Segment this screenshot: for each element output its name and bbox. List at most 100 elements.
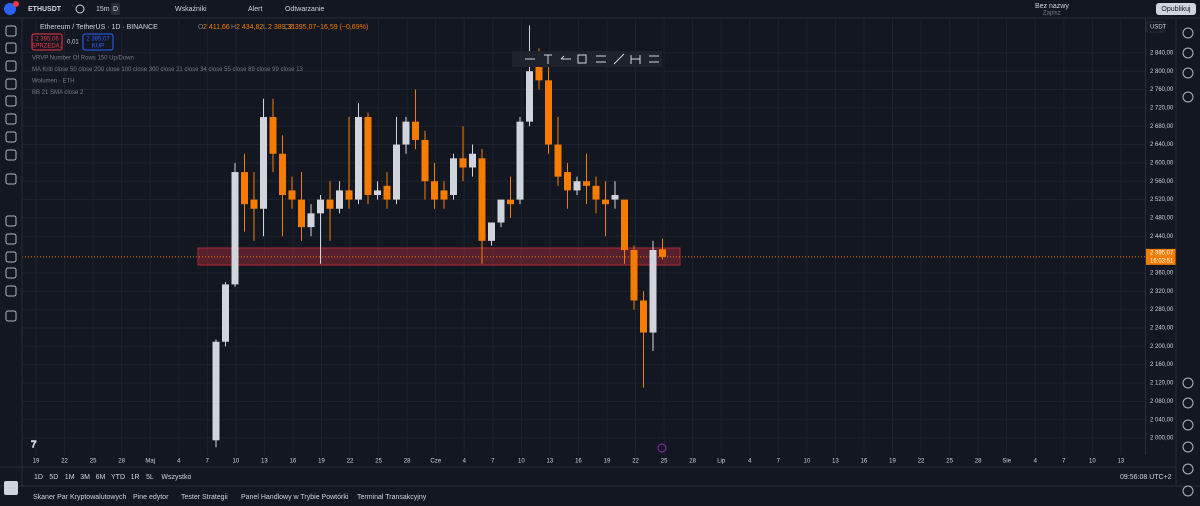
x-tick-label: 4 [463,459,467,465]
bottom-tab[interactable]: Terminal Transakcyjny [357,494,427,501]
tool-icon[interactable] [5,131,17,143]
style-bg [111,3,120,15]
x-tick-label: 25 [946,459,953,465]
tool-icon[interactable] [577,54,587,64]
y-tick-label: 2 840,00 [1150,50,1174,56]
tool-icon[interactable] [5,60,17,72]
candle-body [288,190,296,200]
chart-style[interactable]: D [113,6,118,13]
publish-btn[interactable]: Opublikuj [1161,6,1191,13]
currency[interactable]: USDT [1150,25,1167,31]
candle-body [326,199,334,209]
candle-body [526,71,533,122]
tool-icon[interactable] [5,251,17,263]
tool-icon[interactable] [5,267,17,279]
tool-icon[interactable] [5,310,17,322]
o-value: 2 411,66 [203,24,230,31]
indicator[interactable]: BB 21 SMA close 2 [32,90,84,96]
range-btn[interactable]: YTD [111,474,125,481]
tool-icon[interactable] [613,53,625,65]
x-tick-label: 28 [975,459,982,465]
save-btn[interactable]: Zapisz [1043,11,1061,17]
tool-icon[interactable] [1182,377,1194,389]
price-axis [1145,18,1146,455]
add-symbol[interactable] [75,4,85,14]
tool-icon[interactable] [5,113,17,125]
avatar[interactable] [4,3,16,15]
tool-icon[interactable] [1182,463,1194,475]
tool-icon[interactable] [5,95,17,107]
layout-name[interactable]: Bez nazwy [1035,3,1069,10]
indicators-btn[interactable]: Wskaźniki [175,6,207,13]
tool-icon[interactable] [5,173,17,185]
event-icon[interactable] [657,443,667,453]
tool-icon[interactable] [544,54,552,64]
sell-box[interactable] [31,33,63,51]
tv-logo[interactable]: 𝟕 [31,440,37,451]
tool-icon[interactable] [560,55,571,60]
currency-box[interactable] [1146,21,1165,33]
tool-icon[interactable] [5,149,17,161]
tool-icon[interactable] [630,55,641,64]
buy-label: KUP [92,44,104,50]
tool-icon[interactable] [1182,47,1194,59]
candle-body [374,190,381,196]
x-tick-label: 19 [889,459,896,465]
tool-icon[interactable] [1182,485,1194,497]
tool-icon[interactable] [1182,67,1194,79]
bottom-tab[interactable]: Pine edytor [133,494,169,501]
indicator[interactable]: MA Kriti close 50 close 200 close 100 cl… [32,67,303,73]
x-tick-label: 7 [491,459,495,465]
range-btn[interactable]: 1M [65,474,75,481]
y-tick-label: 2 680,00 [1150,124,1174,130]
y-tick-label: 2 120,00 [1150,381,1174,387]
range-btn[interactable]: 1D [34,474,43,481]
tool-icon[interactable] [5,78,17,90]
tool-icon[interactable] [5,42,17,54]
range-btn[interactable]: Wszystko [161,474,191,481]
range-btn[interactable]: 6M [96,474,106,481]
interval[interactable]: 15m [96,6,110,13]
bottom-tab[interactable]: Skaner Par Kryptowalutowych [33,494,126,501]
candle-body [383,185,391,200]
indicator[interactable]: VRVP Number Of Rows 150 Up/Down [32,56,134,62]
menu-btn[interactable] [4,481,18,495]
y-tick-label: 2 440,00 [1150,234,1174,240]
candle-body [317,199,324,214]
tool-icon[interactable] [1182,419,1194,431]
alert-btn[interactable]: Alert [248,6,262,13]
range-btn[interactable]: 1R [131,474,140,481]
tool-icon[interactable] [1182,441,1194,453]
tool-icon[interactable] [649,55,659,63]
y-tick-label: 2 640,00 [1150,142,1174,148]
symbol[interactable]: ETHUSDT [28,6,62,13]
x-tick-label: 4 [1034,459,1038,465]
tool-icon[interactable] [5,215,17,227]
range-btn[interactable]: 5D [49,474,58,481]
x-tick-label: 22 [61,459,68,465]
tool-icon[interactable] [596,55,606,63]
tool-icon[interactable] [1182,397,1194,409]
tool-icon[interactable] [5,233,17,245]
y-tick-label: 2 360,00 [1150,271,1174,277]
x-tick-label: 7 [1062,459,1066,465]
range-btn[interactable]: 5L [146,474,154,481]
tool-icon[interactable] [5,285,17,297]
tool-icon[interactable] [1182,27,1194,39]
buy-box[interactable] [82,33,114,51]
x-tick-label: 28 [689,459,696,465]
candle-body [412,121,419,140]
range-btn[interactable]: 3M [80,474,90,481]
tool-icon[interactable] [5,25,17,37]
indicator[interactable]: Wolumen · ETH [32,79,75,85]
tool-icon[interactable] [1182,91,1194,103]
bottom-tab[interactable]: Tester Strategii [181,494,228,501]
replay-btn[interactable]: Odtwarzanie [285,6,324,13]
bottom-tab[interactable]: Panel Handlowy w Trybie Powtórki [241,494,349,501]
y-tick-label: 2 560,00 [1150,179,1174,185]
top-bar [0,0,1200,18]
candle-body [659,249,666,257]
footer: 1D 5D 1M 3M 6M YTD 1R 5L Wszystko Skaner Par Kryp… [33,474,427,501]
candle-body [488,222,495,241]
